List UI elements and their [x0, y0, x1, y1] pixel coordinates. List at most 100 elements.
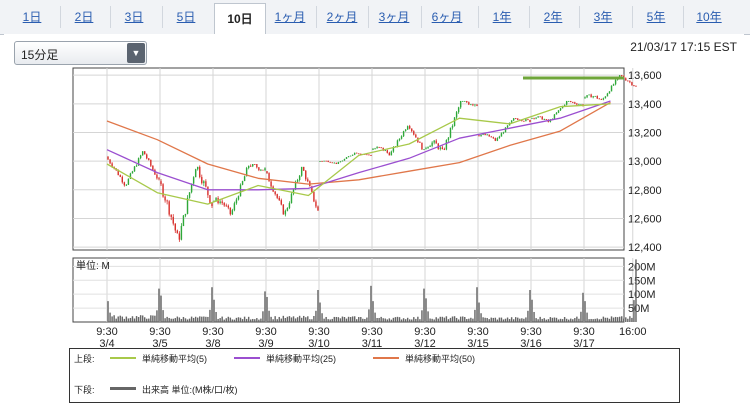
volume-bar [382, 318, 384, 322]
volume-bar [567, 319, 570, 322]
candle-body [317, 206, 319, 211]
tab-5[interactable]: 10日 [214, 3, 266, 36]
tab-6[interactable]: 1ヶ月 [274, 10, 306, 24]
candle-body [223, 203, 225, 206]
volume-bar [633, 300, 635, 322]
volume-bar [229, 317, 232, 322]
volume-bar [476, 287, 478, 322]
candle-body [203, 181, 205, 184]
volume-bar [494, 317, 497, 322]
x-tick-time: 9:30 [520, 326, 541, 338]
volume-bar [549, 317, 552, 322]
volume-bar [610, 316, 613, 322]
tab-3[interactable]: 3日 [124, 10, 144, 24]
volume-bar [411, 319, 413, 322]
tab-2[interactable]: 2日 [74, 10, 94, 24]
volume-bar [374, 312, 376, 322]
volume-bar [213, 299, 215, 322]
candle-body [500, 133, 503, 137]
tab-separator [478, 6, 479, 28]
price-tick-label: 13,600 [628, 70, 662, 82]
volume-bar [468, 318, 470, 322]
candle-body [604, 96, 607, 99]
chevron-down-icon[interactable]: ▼ [127, 43, 145, 63]
candle-body [429, 145, 431, 147]
volume-bar [502, 319, 505, 322]
volume-bar [380, 316, 382, 322]
tab-1[interactable]: 1日 [22, 10, 42, 24]
tab-12[interactable]: 3年 [593, 10, 613, 24]
candle-body [270, 181, 272, 187]
candle-body [425, 147, 427, 149]
volume-bar [217, 318, 219, 322]
candle-body [172, 216, 174, 224]
candle-body [468, 102, 470, 105]
volume-bar [620, 316, 623, 322]
tab-4[interactable]: 5日 [176, 10, 196, 24]
volume-bar [256, 318, 258, 322]
period-tab-bar: 1日 2日 3日 5日 10日 1ヶ月 2ヶ月 3ヶ月 6ヶ月 1年 2年 3年 5年 10年 [0, 0, 750, 36]
volume-bar [241, 319, 244, 322]
candle-body [451, 125, 454, 128]
volume-bar [466, 319, 468, 322]
volume-bar [398, 317, 401, 322]
volume-bar [362, 318, 364, 322]
candle-body [109, 159, 111, 164]
candle-body [523, 120, 525, 122]
volume-bar [457, 319, 460, 322]
tab-7[interactable]: 2ヶ月 [326, 10, 358, 24]
volume-bar [492, 317, 495, 322]
candle-body [390, 151, 393, 156]
tab-8[interactable]: 3ヶ月 [378, 10, 410, 24]
volume-bar [431, 318, 433, 322]
tab-14[interactable]: 10年 [696, 10, 722, 24]
tab-13[interactable]: 5年 [646, 10, 666, 24]
candle-body [608, 91, 611, 94]
tab-10[interactable]: 1年 [492, 10, 512, 24]
volume-bar [439, 316, 442, 322]
candle-body [396, 140, 399, 147]
volume-bar [541, 318, 543, 322]
volume-bar [296, 317, 299, 322]
candle-body [598, 98, 601, 100]
candle-body [166, 200, 168, 202]
candle-body [351, 154, 354, 156]
volume-bar [474, 309, 476, 322]
volume-bar [135, 316, 138, 322]
volume-bar [498, 317, 501, 322]
candle-body [133, 166, 136, 172]
candle-body [435, 140, 437, 144]
candle-body [472, 104, 474, 106]
volume-bar [557, 319, 560, 322]
x-tick-time: 9:30 [573, 326, 594, 338]
candle-body [141, 151, 144, 156]
volume-bar [292, 316, 295, 322]
volume-bar [168, 317, 170, 322]
volume-bar [223, 319, 225, 322]
volume-bar [445, 316, 448, 322]
candle-body [455, 112, 458, 118]
volume-bar [249, 319, 252, 322]
tab-11[interactable]: 2年 [543, 10, 563, 24]
candle-body [333, 162, 336, 164]
interval-select[interactable]: 15分足 ▼ [14, 41, 147, 65]
volume-bar [199, 316, 201, 322]
volume-bar [523, 318, 525, 322]
candle-body [537, 116, 539, 118]
volume-bar [423, 288, 425, 322]
volume-bar [176, 316, 179, 322]
candle-body [229, 207, 232, 215]
volume-bar [582, 292, 584, 322]
volume-bar [616, 317, 619, 322]
volume-bar [207, 316, 209, 322]
volume-bar [178, 317, 181, 322]
candle-body [243, 176, 246, 182]
tab-9[interactable]: 6ヶ月 [431, 10, 463, 24]
ma50-line [106, 101, 611, 185]
volume-bar [588, 319, 590, 322]
candle-body [443, 148, 446, 150]
candle-body [402, 131, 405, 137]
candle-body [127, 178, 130, 185]
volume-bar [392, 317, 395, 322]
candle-body [249, 165, 252, 167]
